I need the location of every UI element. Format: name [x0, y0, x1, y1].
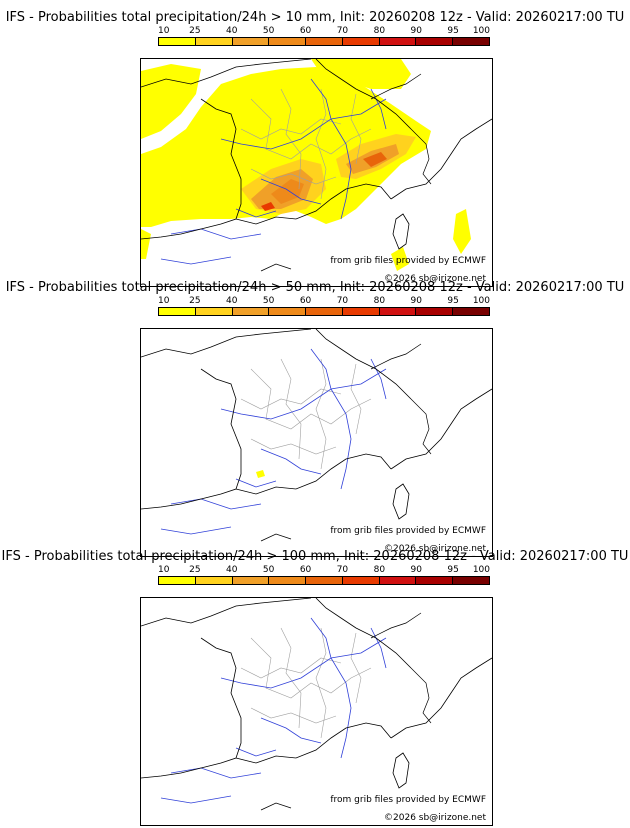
- colorbar-swatch: [416, 308, 454, 315]
- colorbar-tick-label: 25: [189, 565, 201, 575]
- colorbar-swatch: [232, 38, 270, 45]
- coastlines: [141, 329, 492, 542]
- colorbar-labels: 10 25 40 50 60 70 80 90 95 100: [158, 296, 490, 307]
- colorbar-swatch: [269, 577, 307, 584]
- colorbar-tick-label: 50: [262, 26, 275, 36]
- rivers: [160, 348, 387, 535]
- department-borders: [240, 627, 372, 739]
- colorbar-tick-label: 95: [447, 26, 459, 36]
- panel-50mm: IFS - Probabilities total precipitation/…: [0, 280, 630, 557]
- colorbar-tick-label: 60: [299, 565, 312, 575]
- colorbar-swatch: [232, 577, 270, 584]
- colorbar-tick-label: 25: [189, 26, 201, 36]
- colorbar-tick-label: 70: [336, 296, 349, 306]
- colorbar-tick-label: 10: [158, 296, 170, 306]
- colorbar-legend: 10 25 40 50 60 70 80 90 95 100: [158, 565, 490, 587]
- coastlines: [141, 59, 492, 272]
- colorbar-tick-label: 100: [472, 565, 490, 575]
- colorbar-swatch: [232, 308, 270, 315]
- colorbar-swatch: [269, 38, 307, 45]
- colorbar-swatch: [416, 577, 454, 584]
- colorbar-swatch: [195, 308, 233, 315]
- panel-title: IFS - Probabilities total precipitation/…: [5, 10, 625, 25]
- colorbar-tick-label: 50: [262, 565, 275, 575]
- map-frame: from grib files provided by ECMWF ©2026 …: [140, 328, 493, 557]
- precip-map: [141, 598, 492, 811]
- colorbar-labels: 10 25 40 50 60 70 80 90 95 100: [158, 565, 490, 576]
- credit-copyright: ©2026 sb@irizone.net: [384, 813, 486, 823]
- colorbar-tick-label: 60: [299, 296, 312, 306]
- colorbar-swatch: [159, 577, 196, 584]
- colorbar-tick-label: 90: [410, 26, 422, 36]
- colorbar: [158, 37, 490, 46]
- colorbar-swatch: [342, 38, 380, 45]
- colorbar-swatch: [416, 38, 454, 45]
- colorbar-legend: 10 25 40 50 60 70 80 90 95 100: [158, 26, 490, 48]
- colorbar-tick-label: 40: [226, 565, 238, 575]
- colorbar-tick-label: 10: [158, 26, 170, 36]
- precip-field: [141, 59, 471, 271]
- colorbar-swatch: [379, 308, 417, 315]
- precip-field: [256, 470, 265, 478]
- colorbar-swatch: [269, 308, 307, 315]
- colorbar-swatch: [306, 577, 343, 584]
- colorbar-tick-label: 40: [226, 26, 238, 36]
- colorbar-tick-label: 25: [189, 296, 201, 306]
- colorbar-tick-label: 60: [299, 26, 312, 36]
- credit-copyright: ©2026 sb@irizone.net: [384, 544, 486, 554]
- colorbar-tick-label: 10: [158, 565, 170, 575]
- precip-map: [141, 329, 492, 542]
- colorbar-tick-label: 70: [336, 26, 349, 36]
- colorbar-tick-label: 95: [447, 296, 459, 306]
- country-borders: [370, 343, 432, 455]
- department-borders: [240, 88, 372, 200]
- colorbar-swatch: [306, 308, 343, 315]
- colorbar-tick-label: 50: [262, 296, 275, 306]
- colorbar-swatch: [453, 38, 490, 45]
- colorbar-legend: 10 25 40 50 60 70 80 90 95 100: [158, 296, 490, 318]
- credit-source: from grib files provided by ECMWF: [330, 256, 486, 266]
- credit-source: from grib files provided by ECMWF: [330, 526, 486, 536]
- colorbar-tick-label: 40: [226, 296, 238, 306]
- colorbar-tick-label: 80: [373, 26, 386, 36]
- colorbar-swatch: [453, 308, 490, 315]
- colorbar-tick-label: 90: [410, 296, 422, 306]
- panel-title: IFS - Probabilities total precipitation/…: [1, 549, 629, 564]
- map-frame: from grib files provided by ECMWF ©2026 …: [140, 58, 493, 287]
- colorbar-swatch: [342, 308, 380, 315]
- department-borders: [240, 358, 372, 470]
- colorbar: [158, 576, 490, 585]
- colorbar-swatch: [195, 577, 233, 584]
- colorbar-swatch: [379, 577, 417, 584]
- colorbar-tick-label: 90: [410, 565, 422, 575]
- colorbar-swatch: [379, 38, 417, 45]
- precip-map: [141, 59, 492, 272]
- colorbar-tick-label: 100: [472, 26, 490, 36]
- country-borders: [370, 612, 432, 724]
- colorbar-tick-label: 100: [472, 296, 490, 306]
- colorbar-tick-label: 80: [373, 565, 386, 575]
- rivers: [160, 617, 387, 804]
- colorbar-swatch: [306, 38, 343, 45]
- panel-10mm: IFS - Probabilities total precipitation/…: [0, 10, 630, 287]
- credit-source: from grib files provided by ECMWF: [330, 795, 486, 805]
- colorbar-swatch: [342, 577, 380, 584]
- colorbar-swatch: [159, 38, 196, 45]
- colorbar-labels: 10 25 40 50 60 70 80 90 95 100: [158, 26, 490, 37]
- country-borders: [370, 73, 432, 185]
- colorbar-tick-label: 70: [336, 565, 349, 575]
- colorbar-tick-label: 95: [447, 565, 459, 575]
- colorbar-swatch: [159, 308, 196, 315]
- credit-copyright: ©2026 sb@irizone.net: [384, 274, 486, 284]
- panel-title: IFS - Probabilities total precipitation/…: [5, 280, 625, 295]
- colorbar-tick-label: 80: [373, 296, 386, 306]
- colorbar-swatch: [195, 38, 233, 45]
- coastlines: [141, 598, 492, 811]
- map-frame: from grib files provided by ECMWF ©2026 …: [140, 597, 493, 826]
- colorbar-swatch: [453, 577, 490, 584]
- colorbar: [158, 307, 490, 316]
- panel-100mm: IFS - Probabilities total precipitation/…: [0, 549, 630, 826]
- rivers: [160, 78, 387, 265]
